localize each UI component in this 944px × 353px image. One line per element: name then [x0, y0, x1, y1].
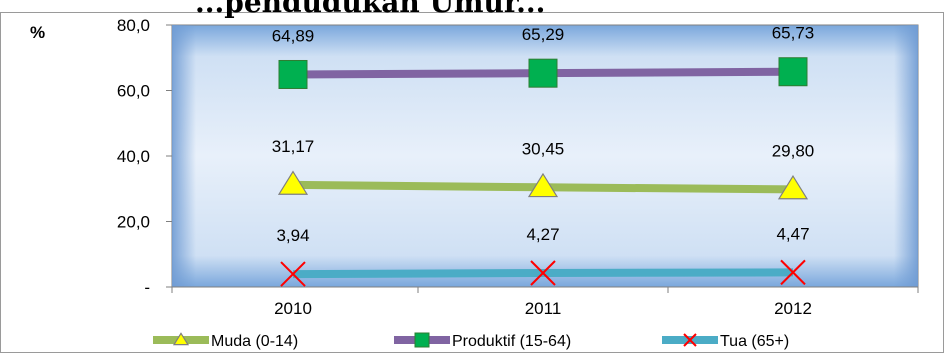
- data-label: 31,17: [272, 137, 315, 156]
- square-marker: [778, 57, 808, 87]
- data-label: 65,29: [522, 25, 565, 44]
- x-tick-label: 2012: [774, 299, 812, 318]
- square-marker: [528, 58, 558, 88]
- data-labels: 31,17 30,45 29,80 64,89 65,29 65,73 3,94 4,27 4,…: [272, 24, 815, 245]
- square-marker: [278, 59, 308, 89]
- y-tick-label: -: [144, 278, 150, 297]
- y-tick-label: 40,0: [117, 147, 150, 166]
- x-marker: [530, 260, 556, 286]
- data-label: 30,45: [522, 139, 565, 158]
- data-label: 65,73: [772, 24, 815, 43]
- legend-label: Tua (65+): [720, 333, 789, 350]
- x-marker: [683, 333, 697, 347]
- y-tick-label: 80,0: [117, 16, 150, 35]
- data-label: 29,80: [772, 141, 815, 160]
- data-label: 3,94: [276, 226, 309, 245]
- data-label: 4,47: [776, 224, 809, 243]
- y-axis-unit: %: [30, 23, 45, 42]
- x-tick-label: 2010: [274, 299, 312, 318]
- x-tick-label: 2011: [525, 299, 562, 318]
- y-tick-label: 20,0: [117, 213, 150, 232]
- square-marker: [414, 332, 430, 348]
- x-marker: [280, 261, 306, 287]
- legend-label: Muda (0-14): [211, 333, 298, 350]
- triangle-marker: [527, 172, 559, 198]
- triangle-marker: [777, 174, 809, 200]
- series-layer: [277, 57, 809, 287]
- legend-label: Produktif (15-64): [452, 333, 571, 350]
- axes: - 20,0 40,0 60,0 80,0 2010 2011 2012: [117, 16, 919, 318]
- x-marker: [780, 259, 806, 286]
- data-label: 64,89: [272, 26, 315, 45]
- legend: Muda (0-14) Produktif (15-64) Tua (65+): [153, 332, 789, 350]
- y-tick-label: 60,0: [117, 82, 150, 101]
- triangle-marker: [277, 170, 309, 195]
- chart-title: ...pendudukan Umur...: [195, 0, 545, 19]
- triangle-marker: [172, 332, 190, 346]
- data-label: 4,27: [526, 225, 559, 244]
